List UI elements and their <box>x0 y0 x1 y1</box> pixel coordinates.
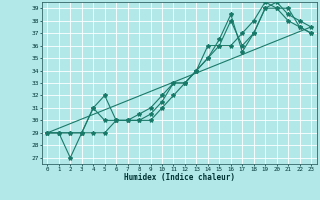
X-axis label: Humidex (Indice chaleur): Humidex (Indice chaleur) <box>124 173 235 182</box>
